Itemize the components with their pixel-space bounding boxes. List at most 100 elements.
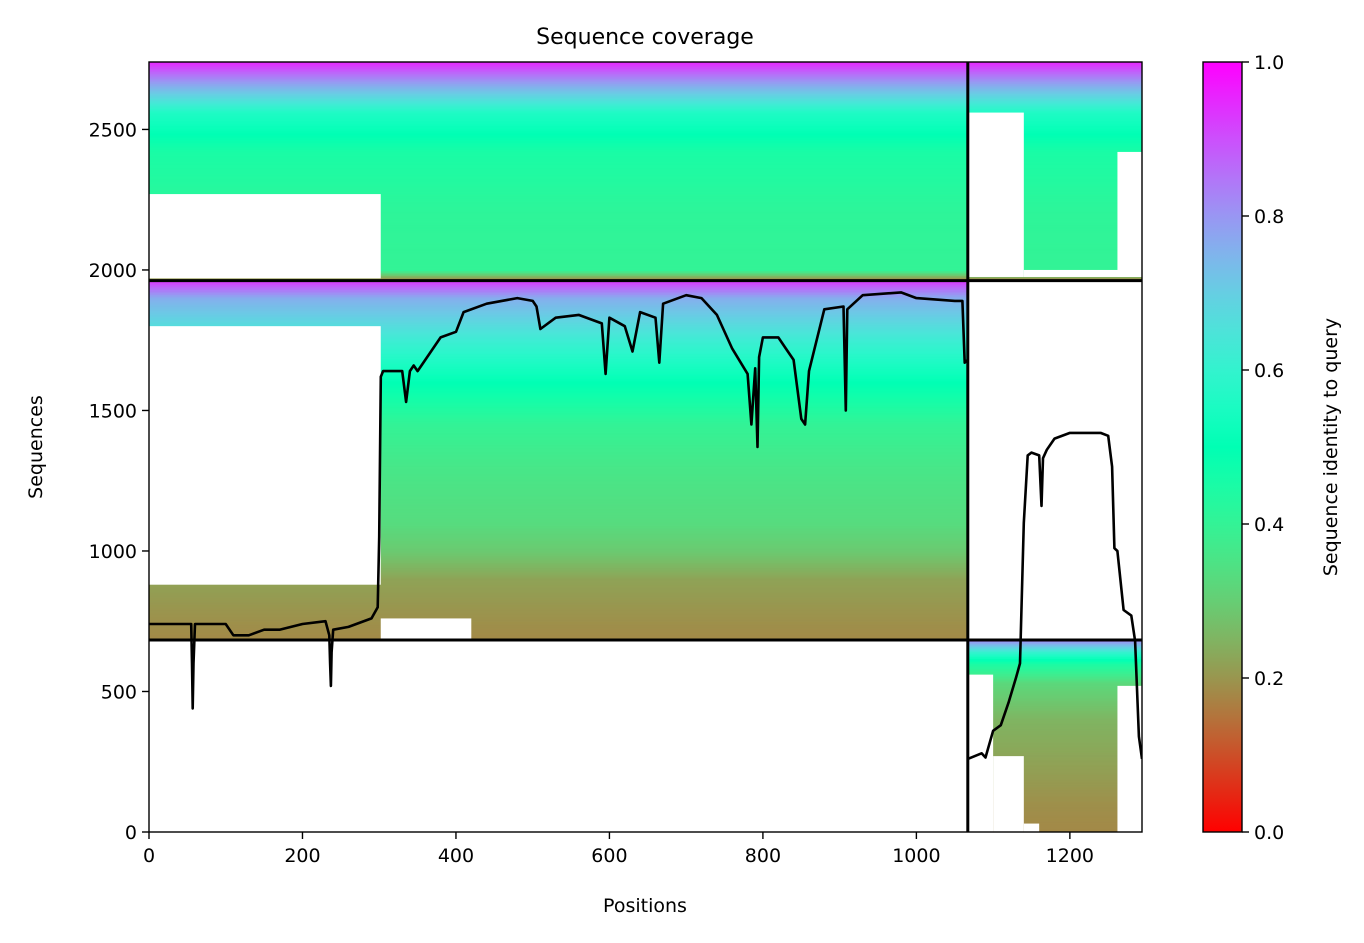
- heatmap-band: [149, 246, 1142, 250]
- heatmap-band: [149, 353, 968, 356]
- heatmap-band: [967, 698, 1142, 702]
- heatmap-band: [149, 570, 968, 574]
- heatmap-band: [149, 122, 1142, 125]
- heatmap-band: [149, 361, 968, 365]
- heatmap-band: [149, 186, 1142, 189]
- heatmap-band: [967, 700, 1142, 703]
- colorbar-frame: [1202, 61, 1243, 833]
- heatmap-band: [149, 535, 968, 538]
- heatmap-band: [149, 196, 1142, 199]
- chain-boundaries: [149, 62, 1142, 832]
- heatmap-band: [967, 796, 1142, 799]
- heatmap-band: [149, 118, 1142, 122]
- heatmap-band: [149, 66, 1142, 69]
- heatmap-band: [967, 648, 1142, 651]
- heatmap-band: [149, 78, 1142, 81]
- heatmap-band: [149, 599, 968, 602]
- heatmap-band: [149, 402, 968, 405]
- heatmap-band: [967, 651, 1142, 654]
- chart-title: Sequence coverage: [536, 25, 754, 50]
- heatmap-band: [149, 474, 968, 478]
- heatmap-band: [149, 100, 1142, 103]
- heatmap-band: [149, 619, 968, 623]
- heatmap-band: [967, 820, 1142, 823]
- heatmap-band: [149, 449, 968, 452]
- heatmap-band: [149, 201, 1142, 204]
- coverage-line-segment: [967, 431, 1142, 761]
- heatmap-band: [149, 463, 968, 466]
- heatmap-band: [967, 781, 1142, 784]
- heatmap-band: [149, 417, 968, 420]
- heatmap-band: [149, 145, 1142, 149]
- heatmap-band: [149, 90, 1142, 93]
- heatmap-band: [149, 506, 968, 510]
- heatmap-band: [967, 828, 1142, 831]
- heatmap-band: [149, 285, 968, 289]
- heatmap-band: [149, 221, 1142, 224]
- heatmap-band: [967, 724, 1142, 727]
- heatmap-band: [967, 794, 1142, 798]
- heatmap-band: [967, 816, 1142, 820]
- heatmap-band: [149, 314, 968, 317]
- heatmap-band: [967, 720, 1142, 724]
- heatmap-band: [149, 291, 968, 294]
- heatmap-band: [967, 670, 1142, 673]
- heatmap-band: [149, 326, 968, 329]
- heatmap-band: [967, 799, 1142, 803]
- heatmap-band: [967, 713, 1142, 717]
- heatmap-band: [967, 732, 1142, 735]
- heatmap-band: [149, 358, 968, 361]
- heatmap-band: [149, 606, 968, 609]
- heatmap-band: [149, 378, 968, 381]
- heatmap-band: [149, 596, 968, 599]
- heatmap-band: [149, 422, 968, 425]
- heatmap-band: [149, 176, 1142, 179]
- heatmap-band: [967, 791, 1142, 794]
- coverage-gap: [1023, 269, 1142, 277]
- heatmap-band: [149, 233, 1142, 236]
- heatmap-band: [149, 528, 968, 532]
- heatmap-band: [149, 560, 968, 564]
- heatmap-band: [149, 501, 968, 505]
- heatmap-band: [149, 478, 968, 481]
- heatmap-band: [149, 569, 968, 572]
- heatmap-band: [967, 825, 1142, 828]
- heatmap-band: [149, 616, 968, 619]
- heatmap-band: [967, 703, 1142, 707]
- heatmap-band: [149, 309, 968, 312]
- heatmap-band: [967, 754, 1142, 757]
- heatmap-band: [149, 275, 1142, 278]
- heatmap-band: [967, 675, 1142, 678]
- heatmap-band: [149, 543, 968, 547]
- heatmap-band: [967, 788, 1142, 791]
- heatmap-band: [967, 783, 1142, 786]
- heatmap-band: [149, 304, 968, 307]
- heatmap-band: [149, 194, 1142, 197]
- heatmap-band: [149, 125, 1142, 128]
- heatmap-band: [967, 730, 1142, 734]
- heatmap-band: [149, 481, 968, 484]
- heatmap-band: [967, 683, 1142, 686]
- heatmap-band: [149, 555, 968, 559]
- heatmap-band: [149, 547, 968, 550]
- heatmap-band: [149, 284, 968, 287]
- y-tick-label: 500: [101, 681, 137, 703]
- heatmap-band: [149, 319, 968, 322]
- heatmap-band: [149, 333, 968, 336]
- heatmap-band: [149, 562, 968, 565]
- colorbar-gradient: [1203, 62, 1242, 832]
- heatmap-band: [149, 518, 968, 521]
- heatmap-band: [967, 690, 1142, 693]
- heatmap-band: [967, 646, 1142, 649]
- heatmap-band: [149, 213, 1142, 216]
- heatmap-band: [967, 740, 1142, 744]
- heatmap-band: [149, 452, 968, 456]
- heatmap-band: [149, 552, 968, 555]
- heatmap-band: [149, 550, 968, 553]
- heatmap-band: [149, 608, 968, 611]
- heatmap-band: [149, 360, 968, 363]
- heatmap-band: [967, 643, 1142, 646]
- heatmap-band: [149, 427, 968, 430]
- heatmap-band: [149, 370, 968, 373]
- heatmap-band: [149, 540, 968, 543]
